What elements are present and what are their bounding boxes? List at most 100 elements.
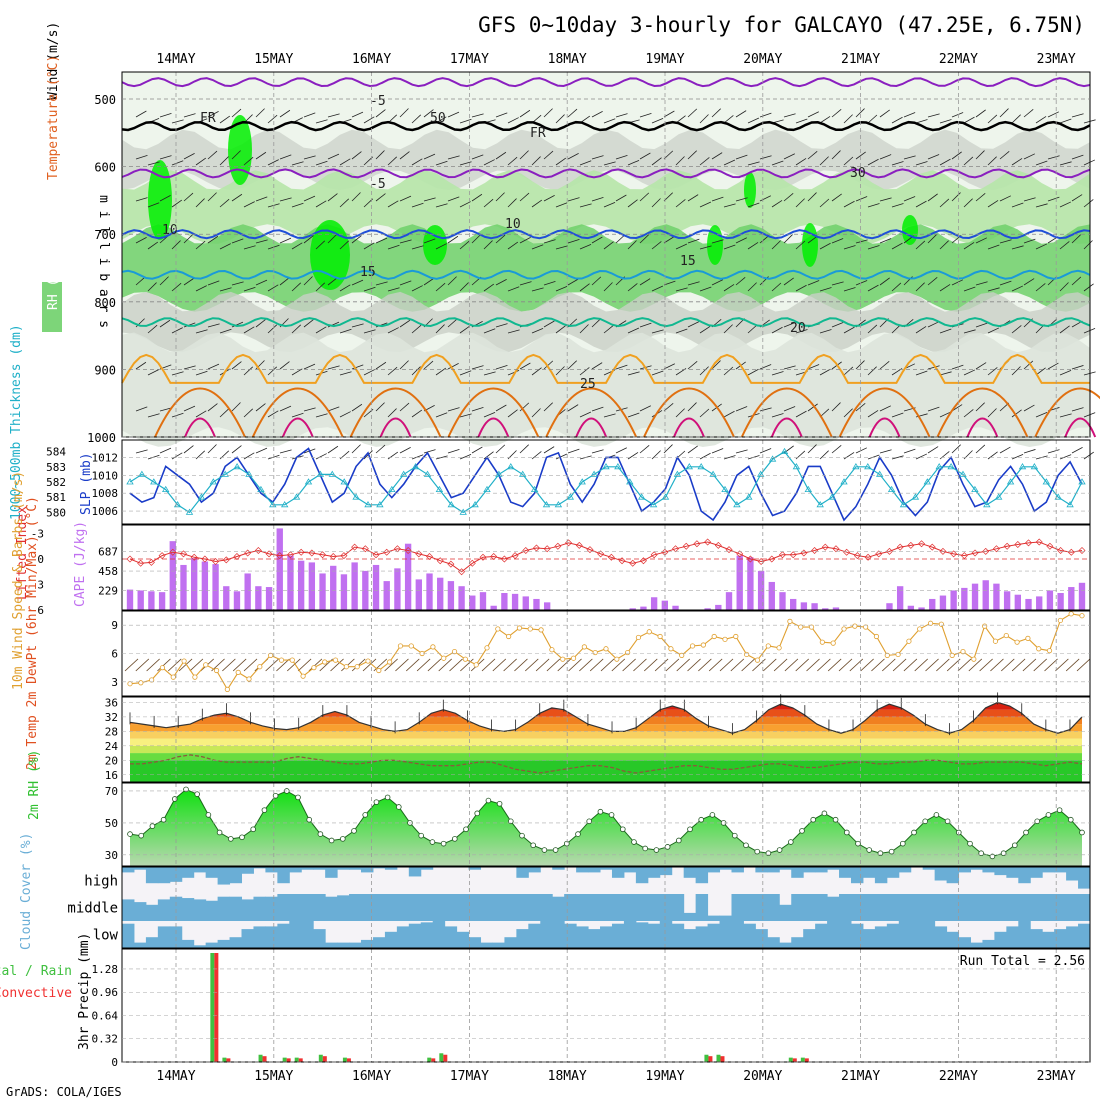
wind-barb	[987, 408, 997, 418]
wind-barb	[711, 360, 721, 370]
thickness-point	[566, 493, 575, 500]
cloud-bar	[157, 899, 171, 921]
wind-barb-10m	[449, 658, 463, 672]
wind-barb	[267, 324, 278, 334]
wind-barb	[1059, 413, 1072, 418]
temperature-contour-hot	[673, 417, 705, 438]
wind-barb-10m	[384, 658, 398, 672]
wind-barb	[687, 238, 700, 244]
wind-barb	[735, 154, 748, 160]
cape-bar	[640, 606, 647, 610]
wind-barb	[831, 322, 844, 328]
wind-barb	[795, 329, 808, 334]
temperature-contour-hot	[281, 417, 314, 438]
pressure-tick-label: 500	[94, 93, 116, 107]
wind-barb	[1059, 282, 1069, 292]
precip-convective-bar	[262, 1056, 267, 1062]
thickness-point	[530, 485, 539, 492]
wind-barb	[543, 446, 555, 454]
date-label-top: 22MAY	[939, 52, 978, 67]
wind-speed-point	[213, 667, 220, 674]
wind-speed-point	[819, 639, 825, 645]
wind-barb	[1071, 446, 1083, 454]
wind-barb	[411, 454, 424, 460]
thickness-point	[721, 485, 729, 492]
cloud-bar	[803, 894, 816, 921]
rh-shading	[122, 332, 1090, 447]
cloud-bar	[576, 894, 589, 921]
axis-label-pressure: m i l l i b a r s	[96, 195, 111, 328]
wind-barb-10m	[157, 658, 171, 672]
wind-barb	[819, 116, 831, 124]
cloud-bar	[934, 926, 948, 948]
cloud-bar	[922, 921, 936, 948]
cloud-bar	[325, 867, 338, 878]
wind-barb-10m	[525, 658, 539, 672]
li-point	[607, 553, 615, 561]
wind-barb	[243, 286, 256, 292]
cloud-bar	[372, 867, 386, 869]
li-point	[201, 555, 209, 563]
cloud-bar	[934, 894, 948, 921]
cloud-bar	[229, 937, 243, 948]
rh-point	[944, 818, 951, 825]
wind-speed-point	[170, 674, 176, 680]
wind-barb	[411, 285, 423, 292]
wind-barb	[927, 277, 938, 286]
wind-barb	[819, 329, 832, 334]
wind-barb	[759, 195, 771, 202]
wind-barb	[963, 409, 974, 418]
rh-point	[250, 826, 257, 833]
rh-area	[130, 789, 1082, 866]
precip-total-bar	[294, 1057, 299, 1062]
wind-barb	[867, 366, 877, 376]
wind-barb	[171, 327, 183, 334]
wind-barb	[255, 403, 266, 412]
wind-barb	[1083, 199, 1094, 208]
wind-speed-point	[462, 656, 468, 662]
thickness-tick-label: 581	[46, 491, 66, 504]
wind-barb	[195, 450, 206, 460]
wind-barb	[1071, 154, 1084, 160]
cloud-bar	[671, 894, 685, 921]
wind-barb	[663, 110, 675, 118]
cloud-bar	[384, 867, 398, 870]
wind-barb	[939, 328, 952, 334]
thickness-point	[994, 493, 1003, 500]
footer-credit: GrADS: COLA/IGES	[6, 1085, 122, 1099]
wind-speed-point	[700, 642, 706, 648]
li-point	[746, 555, 754, 563]
cloud-bar	[265, 926, 278, 948]
thickness-point	[983, 501, 991, 508]
cape-bar	[822, 608, 829, 610]
wind-barb	[915, 453, 928, 460]
wind-barb	[687, 281, 700, 286]
rh-point	[832, 816, 839, 823]
cape-bar	[511, 593, 519, 610]
date-label-top: 23MAY	[1037, 52, 1076, 67]
wind-barb	[951, 279, 963, 286]
cloud-bar	[408, 923, 422, 948]
cape-bar	[982, 580, 989, 610]
wind-barb	[447, 235, 459, 244]
wind-speed-point	[224, 686, 230, 692]
cloud-bar	[946, 867, 960, 884]
wind-speed-point	[614, 656, 620, 662]
wind-barb	[207, 192, 217, 202]
cape-bar	[896, 586, 904, 610]
wind-barb	[363, 329, 376, 334]
wind-barb	[195, 198, 205, 208]
precip-total-bar	[427, 1057, 432, 1062]
pressure-tick-label: 800	[94, 296, 116, 310]
cloud-level-label: low	[93, 928, 119, 944]
wind-barb	[663, 150, 674, 160]
wind-barb	[567, 404, 579, 412]
temp-band	[130, 738, 1082, 746]
wind-barb	[495, 404, 507, 412]
wind-speed-point	[1036, 646, 1042, 652]
wind-barb	[615, 155, 628, 160]
cloud-bar	[337, 867, 350, 870]
wind-barb	[855, 280, 868, 286]
wind-barb	[495, 279, 507, 286]
wind-barb	[459, 325, 471, 334]
